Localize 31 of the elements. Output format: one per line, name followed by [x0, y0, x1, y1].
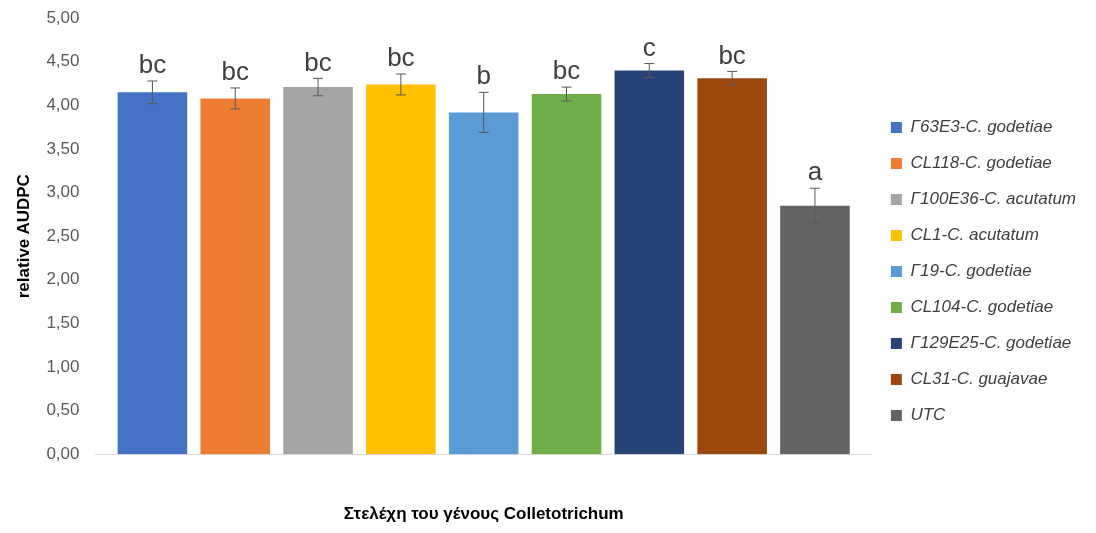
data-label: b [476, 60, 491, 91]
legend-label: CL1-C. acutatum [910, 225, 1039, 245]
y-tick-label: 0,50 [46, 400, 80, 420]
data-label: bc [552, 55, 581, 86]
legend-label: Γ19-C. godetiae [910, 261, 1032, 281]
y-tick-label: 1,00 [46, 356, 80, 376]
legend-label: CL104-C. godetiae [910, 297, 1054, 317]
y-tick-label: 4,50 [46, 51, 80, 71]
legend-label: UTC [910, 405, 947, 425]
legend-label: CL31-C. guajavae [910, 369, 1048, 389]
x-axis-title: Στελέχη του γένους Colletotrichum [343, 504, 624, 524]
data-label: bc [138, 49, 167, 80]
y-axis-title: relative AUDPC [13, 174, 33, 299]
y-tick-label: 3,00 [46, 182, 80, 202]
legend-label: CL118-C. godetiae [910, 153, 1052, 173]
y-tick-label: 3,50 [46, 138, 80, 158]
data-label: bc [718, 39, 746, 70]
data-label: bc [304, 46, 332, 77]
data-label: bc [387, 42, 415, 73]
y-tick-label: 2,00 [46, 269, 80, 289]
legend-label: Γ100Ε36-C. acutatum [910, 189, 1077, 209]
y-tick-label: 0,00 [46, 443, 80, 463]
data-label: a [807, 156, 823, 187]
legend-label: Γ63Ε3-C. godetiae [910, 117, 1053, 137]
data-label: bc [221, 56, 249, 87]
y-tick-label: 1,50 [46, 313, 80, 333]
legend-label: Γ129Ε25-C. godetiae [910, 333, 1072, 353]
data-label: c [642, 31, 656, 62]
y-tick-label: 5,00 [46, 7, 80, 27]
y-tick-label: 4,00 [46, 95, 80, 115]
y-tick-label: 2,50 [46, 225, 80, 245]
